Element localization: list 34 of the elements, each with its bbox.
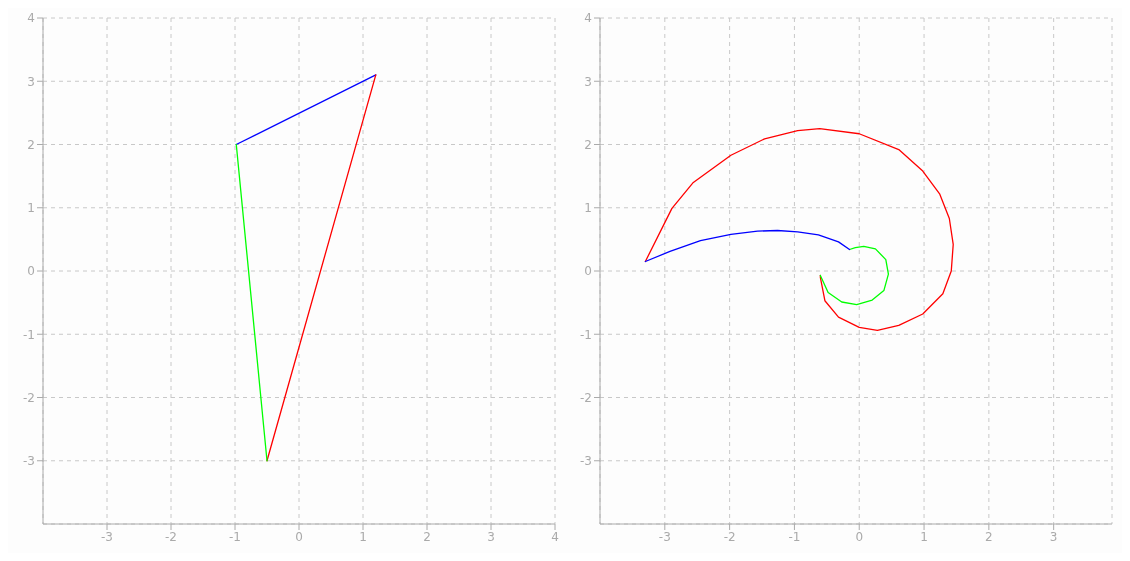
x-tick-label: -3: [101, 529, 113, 544]
line-series: [819, 245, 890, 306]
y-tick-label: 0: [584, 264, 592, 279]
y-tick-label: -1: [580, 327, 592, 342]
x-tick-label: 4: [551, 529, 559, 544]
y-tick-label: -2: [23, 390, 35, 405]
x-tick-label: -1: [788, 529, 801, 544]
x-tick-label: 2: [985, 529, 993, 544]
x-tick-label: -2: [165, 529, 177, 544]
y-tick-label: 1: [584, 201, 592, 216]
x-tick-label: 2: [423, 529, 431, 544]
y-tick-label: 3: [584, 74, 592, 89]
y-tick-label: -2: [580, 390, 592, 405]
y-tick-label: 1: [27, 201, 35, 216]
y-tick-label: 4: [584, 11, 592, 26]
x-tick-label: 1: [920, 529, 928, 544]
y-tick-label: -3: [580, 454, 592, 469]
x-tick-label: 1: [359, 529, 367, 544]
x-tick-label: 0: [855, 529, 864, 544]
x-tick-label: -1: [229, 529, 241, 544]
y-tick-label: 2: [27, 137, 35, 152]
x-tick-label: -2: [723, 529, 736, 544]
x-tick-label: 3: [1049, 529, 1058, 544]
y-tick-label: -3: [23, 454, 35, 469]
x-tick-label: 3: [487, 529, 495, 544]
y-tick-label: -1: [23, 327, 35, 342]
x-tick-label: 0: [295, 529, 303, 544]
y-tick-label: 3: [27, 74, 35, 89]
line-series: [644, 229, 851, 263]
y-tick-label: 2: [584, 137, 592, 152]
y-tick-label: 0: [27, 264, 35, 279]
x-tick-label: -3: [658, 529, 671, 544]
line-series: [644, 128, 954, 332]
y-tick-label: 4: [27, 11, 35, 26]
